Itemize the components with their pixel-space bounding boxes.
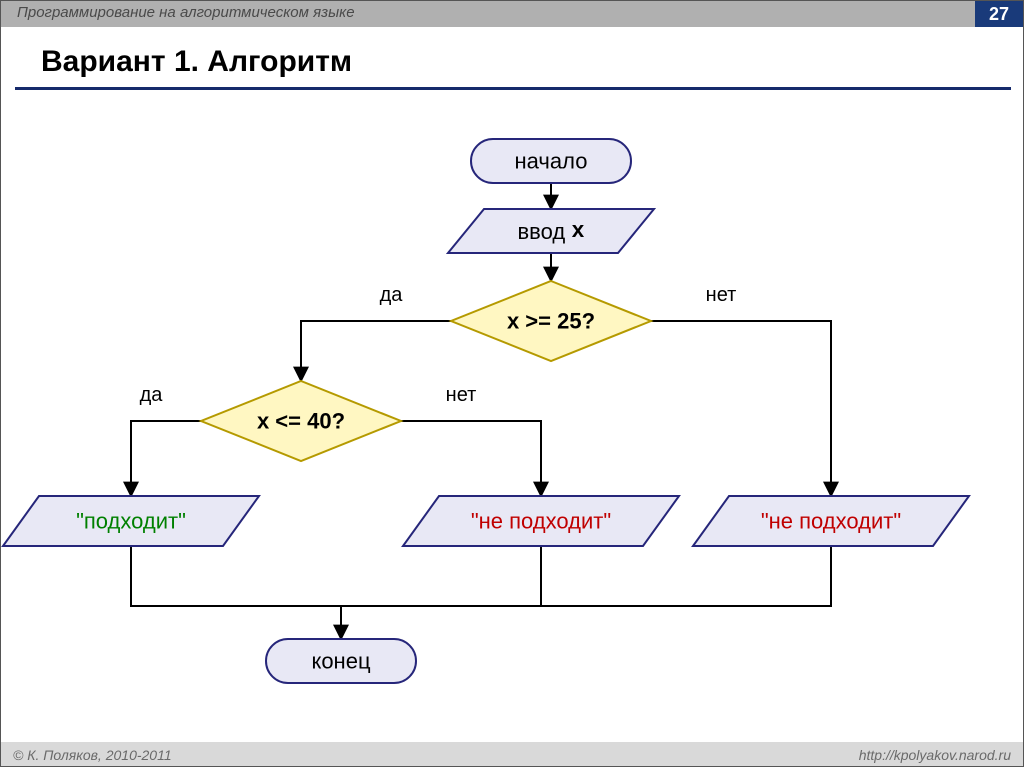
edge (651, 321, 831, 496)
footer-copyright: © К. Поляков, 2010-2011 (13, 747, 172, 763)
edge (341, 546, 831, 606)
node-label: начало (515, 149, 588, 174)
node-label: конец (311, 649, 370, 674)
edge-label: нет (446, 384, 477, 406)
footer-url: http://kpolyakov.narod.ru (859, 747, 1011, 763)
node-out_ok: "подходит" (3, 496, 259, 546)
edge-label: нет (706, 284, 737, 306)
node-start: начало (471, 139, 631, 183)
node-label: x >= 25? (507, 309, 595, 334)
node-label: "не подходит" (471, 509, 611, 534)
node-d1: x >= 25? (451, 281, 651, 361)
flowchart-canvas: да нет да нет начало ввод x x >= 25? x <= 40? "п… (1, 1, 1024, 767)
node-out_no1: "не подходит" (403, 496, 679, 546)
node-d2: x <= 40? (201, 381, 401, 461)
edge (301, 321, 451, 381)
edge (401, 421, 541, 496)
node-label: "подходит" (76, 509, 186, 534)
edge-label: да (380, 284, 404, 306)
edge (131, 421, 201, 496)
edge (341, 546, 541, 606)
node-label: ввод x (517, 219, 584, 244)
node-end: конец (266, 639, 416, 683)
nodes-group: начало ввод x x >= 25? x <= 40? "подходит" "н… (3, 139, 969, 683)
slide-page: Программирование на алгоритмическом язык… (0, 0, 1024, 767)
node-label: x <= 40? (257, 409, 345, 434)
node-label: "не подходит" (761, 509, 901, 534)
edge (131, 546, 341, 639)
edge-label: да (140, 384, 164, 406)
node-input: ввод x (448, 209, 654, 253)
node-out_no2: "не подходит" (693, 496, 969, 546)
